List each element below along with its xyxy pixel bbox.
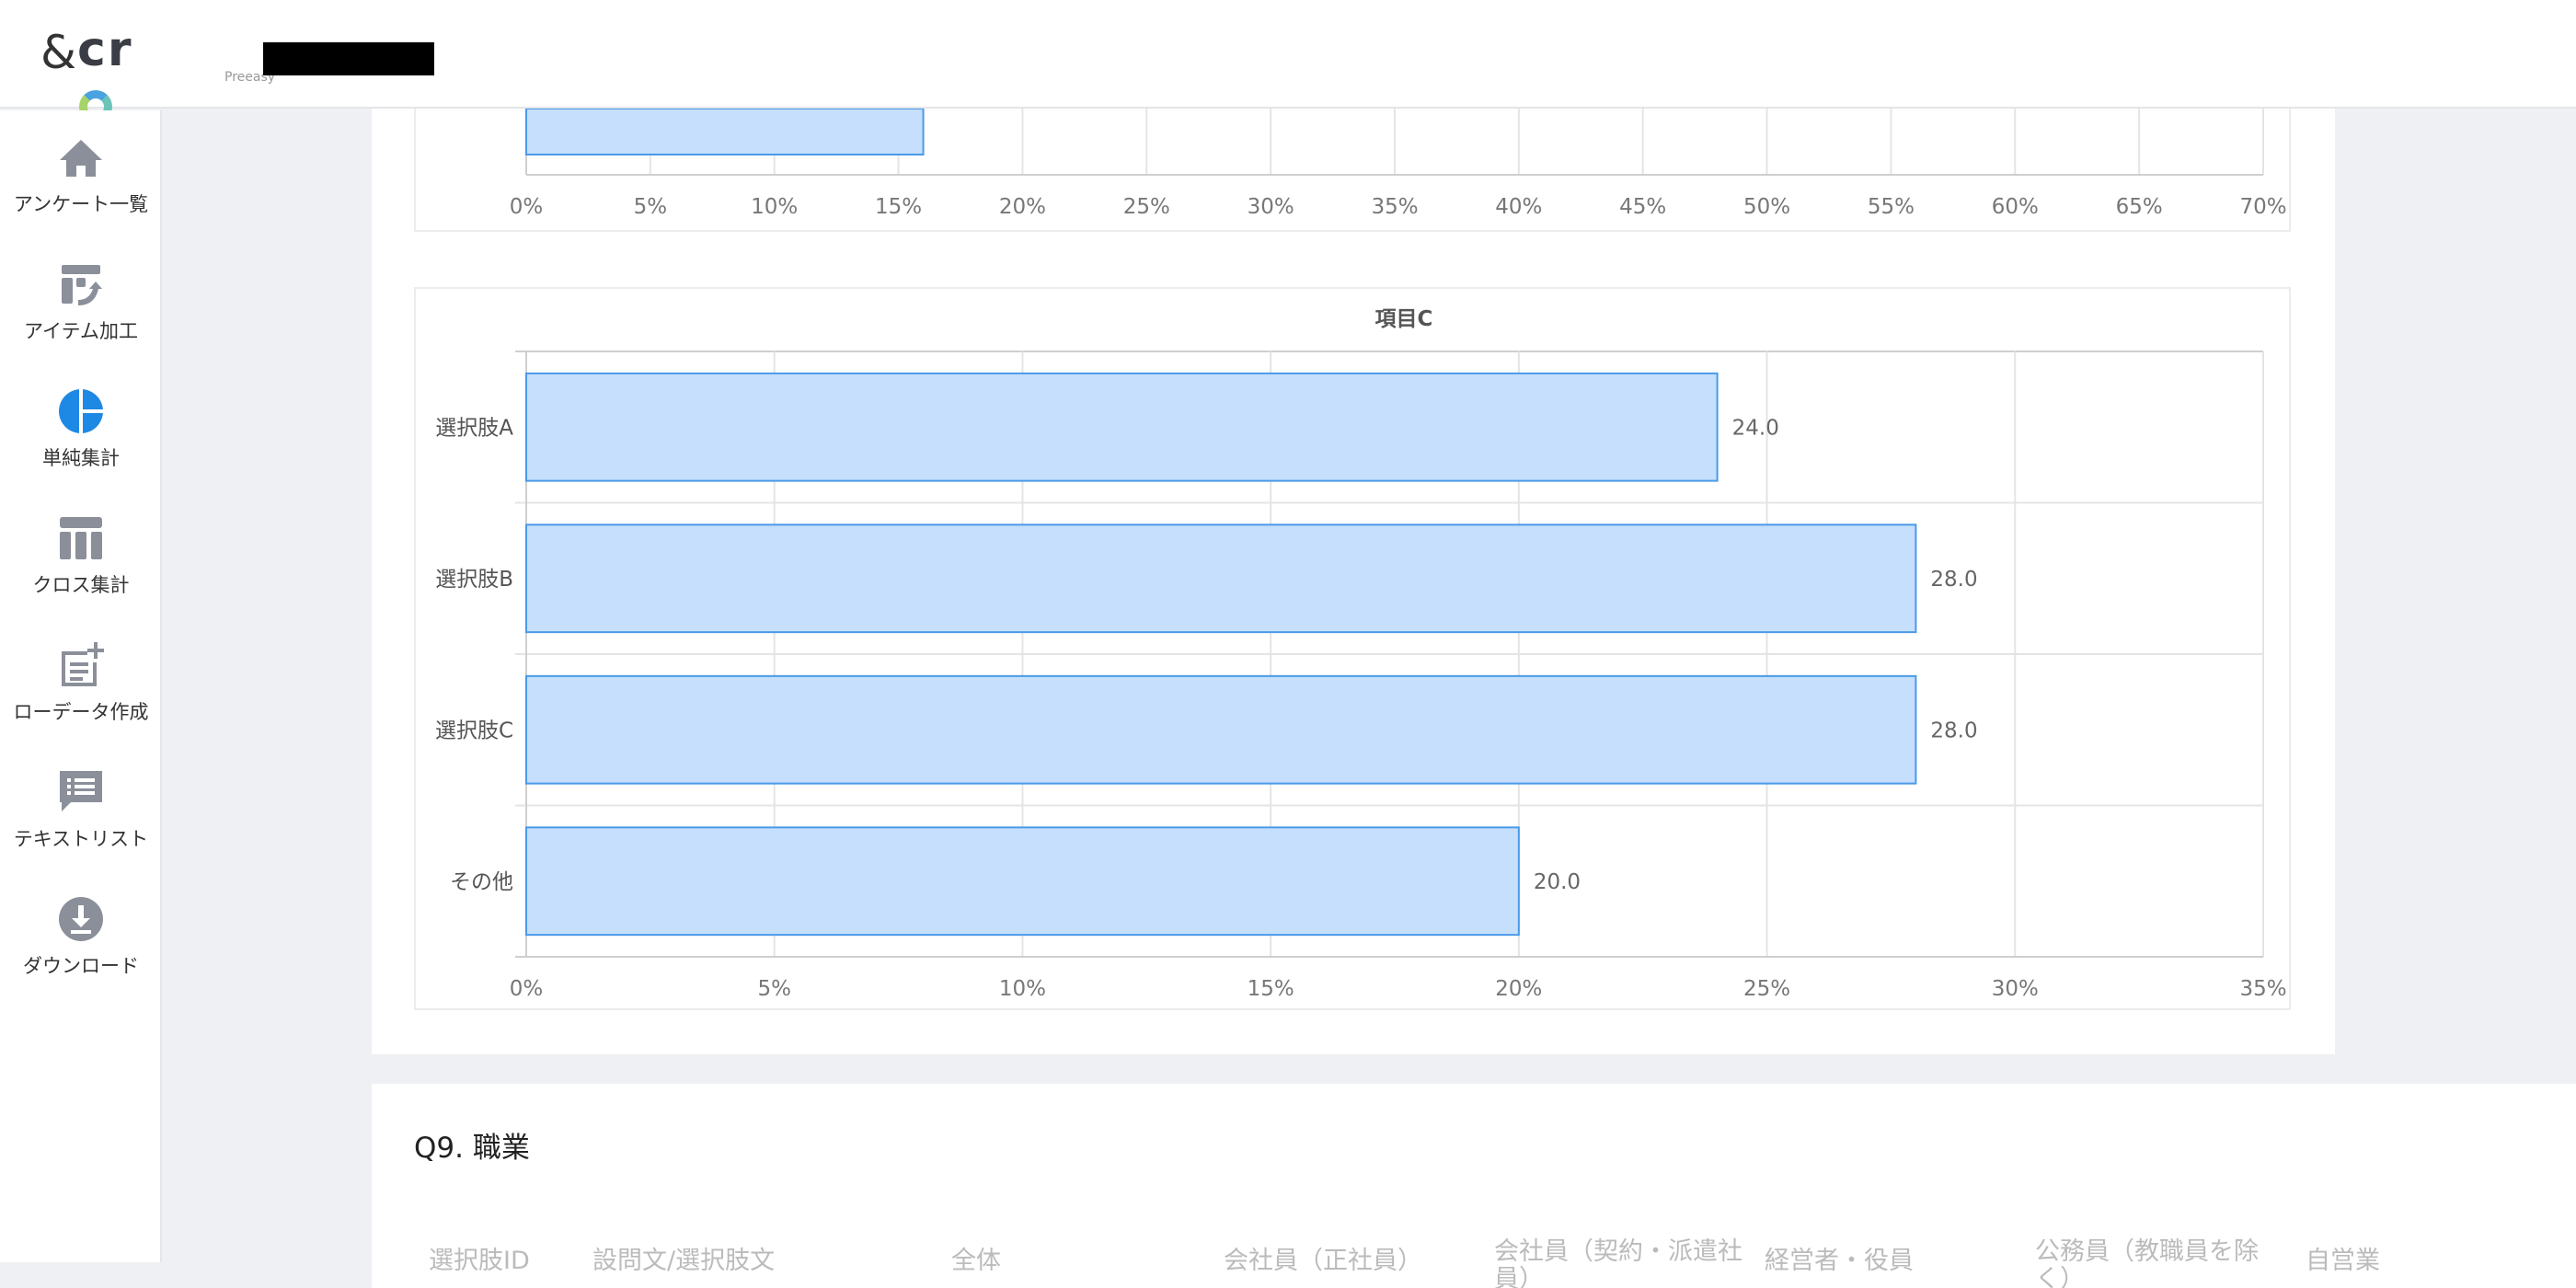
x-tick-label: 30% bbox=[1992, 977, 2039, 1001]
redacted-project-name bbox=[263, 42, 434, 75]
y-category-label: 選択肢B bbox=[435, 568, 513, 592]
chart-title: 項目C bbox=[1375, 307, 1433, 331]
sidebar-item-download[interactable]: ダウンロード bbox=[0, 872, 162, 999]
pie-chart-icon bbox=[59, 389, 103, 433]
bar-value-label: 28.0 bbox=[1930, 568, 1977, 592]
x-tick-label: 15% bbox=[1248, 977, 1294, 1001]
q9-col-executive: 経営者・役員 bbox=[1765, 1247, 1914, 1275]
x-tick-label: 70% bbox=[2239, 195, 2286, 219]
home-icon bbox=[60, 140, 102, 177]
q9-col-question-text: 設問文/選択肢文 bbox=[592, 1247, 776, 1275]
bar-value-label: 20.0 bbox=[1534, 870, 1581, 894]
q9-col-fulltime: 会社員（正社員） bbox=[1224, 1247, 1422, 1275]
sidebar-item-cross-tabulation[interactable]: クロス集計 bbox=[0, 491, 162, 618]
x-tick-label: 45% bbox=[1619, 195, 1666, 219]
sidebar-item-label: テキストリスト bbox=[13, 828, 149, 850]
q9-col-contract: 会社員（契約・派遣社員） bbox=[1494, 1237, 1742, 1288]
y-category-label: 選択肢C bbox=[435, 719, 513, 742]
x-tick-label: 55% bbox=[1868, 195, 1915, 219]
chart-c-svg: 項目C 0% 5% 10% 15% 20% 25% 30% 35% 選択肢A 24.0 選択肢B 28.… bbox=[435, 307, 2287, 1001]
table-icon bbox=[60, 517, 102, 559]
logo-subtitle: Preeasy bbox=[224, 70, 276, 85]
bar-value-label: 28.0 bbox=[1930, 719, 1977, 742]
sidebar-item-simple-tabulation[interactable]: 単純集計 bbox=[0, 364, 162, 491]
sidebar-item-text-list[interactable]: テキストリスト bbox=[0, 745, 162, 872]
raw-data-icon bbox=[62, 642, 104, 686]
bar bbox=[525, 372, 1719, 482]
x-tick-label: 50% bbox=[1743, 195, 1790, 219]
x-tick-label: 30% bbox=[1248, 195, 1294, 219]
bar bbox=[525, 109, 925, 155]
q9-col-choice-id: 選択肢ID bbox=[429, 1247, 530, 1275]
bar bbox=[525, 826, 1520, 937]
x-tick-label: 15% bbox=[875, 195, 922, 219]
y-category-label: 選択肢A bbox=[435, 416, 513, 440]
x-tick-label: 5% bbox=[634, 195, 668, 219]
x-tick-label: 5% bbox=[757, 977, 791, 1001]
q9-title: Q9. 職業 bbox=[414, 1132, 530, 1165]
chart-b-partial: 0% 5% 10% 15% 20% 25% 30% 35% 40% 45% 50% 55% 60% 65%… bbox=[414, 109, 2291, 232]
sidebar-item-label: クロス集計 bbox=[32, 574, 130, 596]
x-tick-label: 0% bbox=[510, 977, 544, 1001]
x-tick-label: 40% bbox=[1495, 195, 1542, 219]
sidebar-item-label: 単純集計 bbox=[42, 447, 120, 469]
sidebar-item-raw-data[interactable]: ローデータ作成 bbox=[0, 618, 162, 745]
chart-b-svg: 0% 5% 10% 15% 20% 25% 30% 35% 40% 45% 50% 55% 60% 65%… bbox=[510, 109, 2287, 219]
x-tick-label: 35% bbox=[2239, 977, 2286, 1001]
sidebar-item-label: ローデータ作成 bbox=[13, 701, 149, 723]
bar-value-label: 24.0 bbox=[1732, 416, 1779, 440]
x-tick-label: 10% bbox=[999, 977, 1046, 1001]
chart-c: 項目C 0% 5% 10% 15% 20% 25% 30% 35% 選択肢A 24.0 選択肢B 28.… bbox=[414, 287, 2291, 1010]
sidebar-item-label: ダウンロード bbox=[23, 955, 139, 977]
x-tick-label: 20% bbox=[999, 195, 1046, 219]
q9-col-civil-servant: 公務員（教職員を除く） bbox=[2035, 1237, 2259, 1288]
x-tick-label: 60% bbox=[1992, 195, 2039, 219]
app-header: & crss Preeasy bbox=[0, 0, 2576, 188]
x-tick-label: 20% bbox=[1495, 977, 1542, 1001]
sidebar-item-item-edit[interactable]: アイテム加工 bbox=[0, 237, 162, 364]
x-tick-label: 25% bbox=[1743, 977, 1790, 1001]
sidebar-item-label: アンケート一覧 bbox=[13, 193, 149, 215]
q9-col-self-employed: 自営業 bbox=[2306, 1247, 2380, 1275]
download-icon bbox=[59, 897, 103, 941]
y-category-label: その他 bbox=[450, 870, 513, 894]
sidebar-item-survey-list[interactable]: アンケート一覧 bbox=[0, 110, 162, 237]
text-list-icon bbox=[60, 771, 102, 811]
x-tick-label: 65% bbox=[2116, 195, 2163, 219]
sidebar: アンケート一覧 アイテム加工 単純集計 クロス集計 bbox=[0, 110, 162, 1262]
sidebar-item-label: アイテム加工 bbox=[24, 320, 138, 342]
x-tick-label: 35% bbox=[1371, 195, 1418, 219]
x-tick-label: 25% bbox=[1123, 195, 1170, 219]
x-tick-label: 0% bbox=[510, 195, 544, 219]
x-tick-label: 10% bbox=[751, 195, 798, 219]
q9-col-total: 全体 bbox=[951, 1247, 1001, 1275]
item-edit-icon bbox=[62, 265, 102, 305]
q9-panel bbox=[372, 1084, 2576, 1288]
bar bbox=[525, 674, 1917, 785]
bar bbox=[525, 523, 1917, 634]
